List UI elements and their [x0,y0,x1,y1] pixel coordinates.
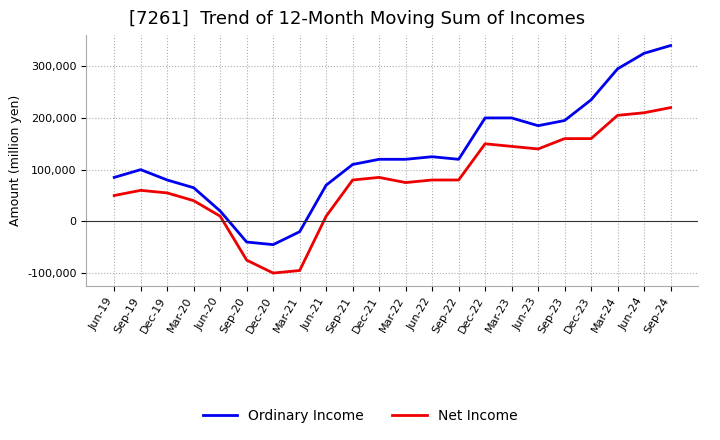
Ordinary Income [189,185,198,191]
Net Income [534,147,542,152]
Ordinary Income [295,229,304,235]
Net Income [110,193,119,198]
Net Income [640,110,649,115]
Line: Ordinary Income: Ordinary Income [114,46,670,245]
Text: [7261]  Trend of 12-Month Moving Sum of Incomes: [7261] Trend of 12-Month Moving Sum of I… [130,10,585,28]
Net Income [322,213,330,219]
Net Income [666,105,675,110]
Net Income [216,213,225,219]
Ordinary Income [401,157,410,162]
Ordinary Income [269,242,277,247]
Ordinary Income [136,167,145,172]
Net Income [587,136,595,141]
Ordinary Income [163,177,171,183]
Net Income [401,180,410,185]
Ordinary Income [666,43,675,48]
Ordinary Income [322,183,330,188]
Net Income [613,113,622,118]
Ordinary Income [375,157,384,162]
Ordinary Income [110,175,119,180]
Net Income [560,136,569,141]
Net Income [295,268,304,273]
Net Income [269,271,277,276]
Net Income [163,190,171,195]
Ordinary Income [454,157,463,162]
Ordinary Income [640,51,649,56]
Ordinary Income [428,154,436,159]
Net Income [428,177,436,183]
Ordinary Income [481,115,490,121]
Ordinary Income [348,162,357,167]
Net Income [508,144,516,149]
Ordinary Income [508,115,516,121]
Ordinary Income [534,123,542,128]
Legend: Ordinary Income, Net Income: Ordinary Income, Net Income [197,403,523,429]
Net Income [189,198,198,203]
Net Income [481,141,490,147]
Net Income [348,177,357,183]
Y-axis label: Amount (million yen): Amount (million yen) [9,95,22,226]
Line: Net Income: Net Income [114,108,670,273]
Ordinary Income [243,239,251,245]
Ordinary Income [587,97,595,103]
Ordinary Income [613,66,622,71]
Net Income [136,188,145,193]
Net Income [454,177,463,183]
Net Income [375,175,384,180]
Ordinary Income [560,118,569,123]
Net Income [243,257,251,263]
Ordinary Income [216,209,225,214]
